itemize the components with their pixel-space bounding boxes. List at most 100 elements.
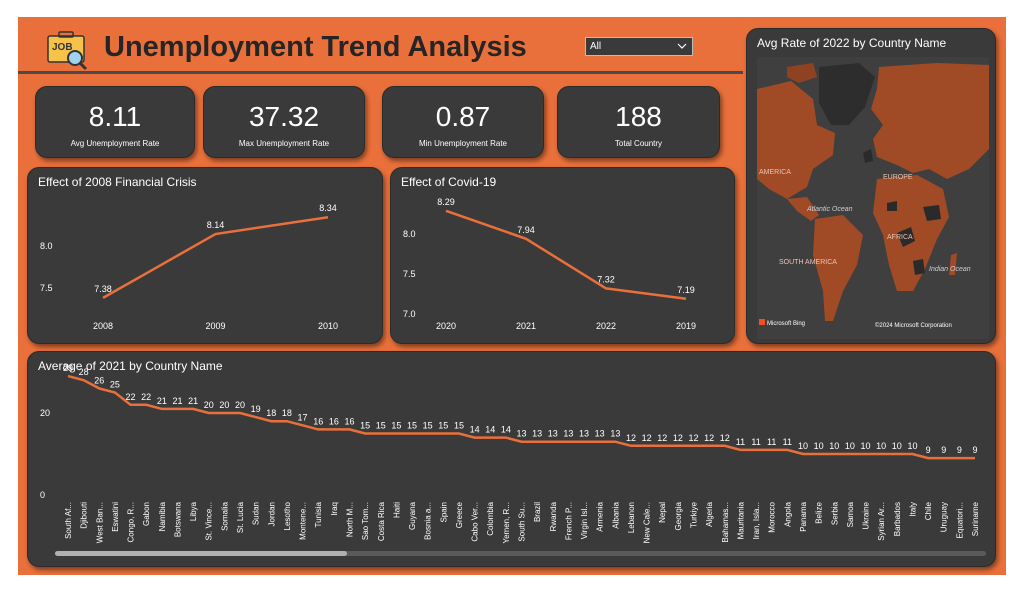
series-line	[67, 374, 975, 460]
kpi-min-card: 0.87 Min Unemployment Rate	[382, 86, 544, 158]
financial-crisis-chart-card: Effect of 2008 Financial Crisis 7.5 8.0 7.…	[27, 167, 383, 344]
y-tick-label: 20	[40, 408, 50, 418]
map-title: Avg Rate of 2022 by Country Name	[757, 36, 947, 50]
x-tick-label: Samoa	[846, 501, 855, 527]
x-tick-label: Lebanon	[627, 502, 636, 533]
data-label: 22	[126, 392, 136, 402]
x-tick-label: Chile	[924, 501, 933, 520]
x-tick-label: 2010	[318, 321, 338, 331]
x-tick-label: Angola	[783, 501, 792, 526]
country-2021-chart-title: Average of 2021 by Country Name	[38, 359, 223, 373]
data-label: 15	[360, 421, 370, 431]
y-tick-label: 7.5	[40, 283, 53, 293]
dark-country-b	[923, 205, 941, 221]
x-tick-label: Tunisia	[314, 501, 323, 527]
covid-chart-card: Effect of Covid-19 7.0 7.5 8.0 8.29 2020 7.94…	[390, 167, 735, 344]
data-label: 16	[329, 416, 339, 426]
data-label: 26	[94, 375, 104, 385]
x-tick-label: Brazil	[533, 502, 542, 522]
x-tick-label: Nepal	[658, 502, 667, 523]
data-label: 16	[344, 416, 354, 426]
map-brand: Microsoft Bing	[767, 321, 805, 327]
bing-logo-icon	[759, 319, 765, 325]
filter-dropdown[interactable]: All	[585, 37, 693, 56]
data-label: 9	[941, 445, 946, 455]
y-tick-label: 8.0	[40, 241, 53, 251]
x-tick-label: Spain	[439, 502, 448, 522]
data-label: 7.19	[677, 285, 695, 295]
data-label: 13	[595, 429, 605, 439]
data-label: 21	[188, 396, 198, 406]
x-tick-label: 2020	[436, 321, 456, 331]
data-label: 12	[673, 433, 683, 443]
financial-crisis-chart-title: Effect of 2008 Financial Crisis	[38, 175, 197, 189]
data-label: 10	[845, 441, 855, 451]
x-tick-label: Guyana	[408, 501, 417, 530]
x-tick-label: Congo, R...	[127, 502, 136, 542]
x-tick-label: Colombia	[486, 501, 495, 535]
x-tick-label: Iran, Isla...	[752, 502, 761, 539]
x-tick-label: Armenia	[596, 501, 605, 531]
map-copyright: ©2024 Microsoft Corporation	[875, 322, 952, 329]
x-tick-label: Eswatini	[111, 502, 120, 532]
x-tick-label: Suriname	[971, 501, 980, 536]
x-tick-label: French P...	[564, 502, 573, 540]
data-label: 10	[876, 441, 886, 451]
dark-country-a	[897, 227, 915, 247]
arctic-islands-region	[787, 63, 817, 83]
data-label: 8.34	[319, 203, 337, 213]
x-tick-label: Ukraine	[862, 501, 871, 529]
x-tick-label: Serbia	[830, 501, 839, 525]
page-title: Unemployment Trend Analysis	[104, 31, 527, 63]
chevron-down-icon	[677, 43, 687, 49]
x-tick-label: West Ban...	[95, 502, 104, 543]
kpi-min-value: 0.87	[435, 101, 491, 132]
x-tick-label: Uruguay	[940, 502, 949, 532]
dark-country-d	[913, 259, 925, 275]
data-label: 13	[610, 429, 620, 439]
data-label: 10	[907, 441, 917, 451]
x-tick-label: Georgia	[674, 501, 683, 530]
scrollbar-thumb[interactable]	[55, 551, 347, 556]
south-america-region	[813, 215, 863, 321]
x-tick-label: St. Vince...	[205, 502, 214, 541]
x-tick-label: Djibouti	[80, 502, 89, 529]
map-label-south-america: SOUTH AMERICA	[779, 259, 837, 266]
world-map: AMERICA EUROPE Atlantic Ocean AFRICA SOU…	[757, 57, 989, 339]
data-label: 13	[579, 429, 589, 439]
x-tick-label: Cabo Ver...	[471, 502, 480, 542]
data-label: 12	[704, 433, 714, 443]
data-label: 11	[767, 437, 776, 447]
kpi-avg-card: 8.11 Avg Unemployment Rate	[35, 86, 195, 158]
x-tick-label: Greece	[455, 501, 464, 528]
x-tick-label: Namibia	[158, 501, 167, 531]
x-tick-label: Sudan	[252, 502, 261, 525]
data-label: 10	[798, 441, 808, 451]
x-tick-label: Libya	[189, 501, 198, 521]
data-label: 13	[563, 429, 573, 439]
data-label: 9	[926, 445, 931, 455]
data-label: 17	[298, 412, 308, 422]
x-tick-label: Barbados	[893, 502, 902, 536]
header-bar: JOB Unemployment Trend Analysis All	[18, 17, 743, 74]
data-label: 12	[689, 433, 699, 443]
x-tick-label: Bosnia a...	[424, 502, 433, 540]
horizontal-scrollbar[interactable]	[55, 551, 986, 556]
data-label: 21	[157, 396, 167, 406]
data-label: 25	[110, 380, 120, 390]
dark-country-e	[863, 149, 873, 163]
data-label: 10	[829, 441, 839, 451]
data-label: 12	[626, 433, 636, 443]
north-america-region	[757, 81, 835, 199]
kpi-min-label: Min Unemployment Rate	[418, 139, 508, 148]
x-tick-label: St. Lucia	[236, 501, 245, 533]
map-label-indian: Indian Ocean	[929, 266, 971, 273]
data-label: 21	[172, 396, 182, 406]
data-label: 20	[204, 400, 214, 410]
data-label: 13	[516, 429, 526, 439]
x-tick-label: Costa Rica	[377, 501, 386, 541]
data-label: 8.14	[207, 220, 225, 230]
x-tick-label: Algeria	[705, 501, 714, 526]
data-label: 12	[642, 433, 652, 443]
data-label: 19	[251, 404, 261, 414]
